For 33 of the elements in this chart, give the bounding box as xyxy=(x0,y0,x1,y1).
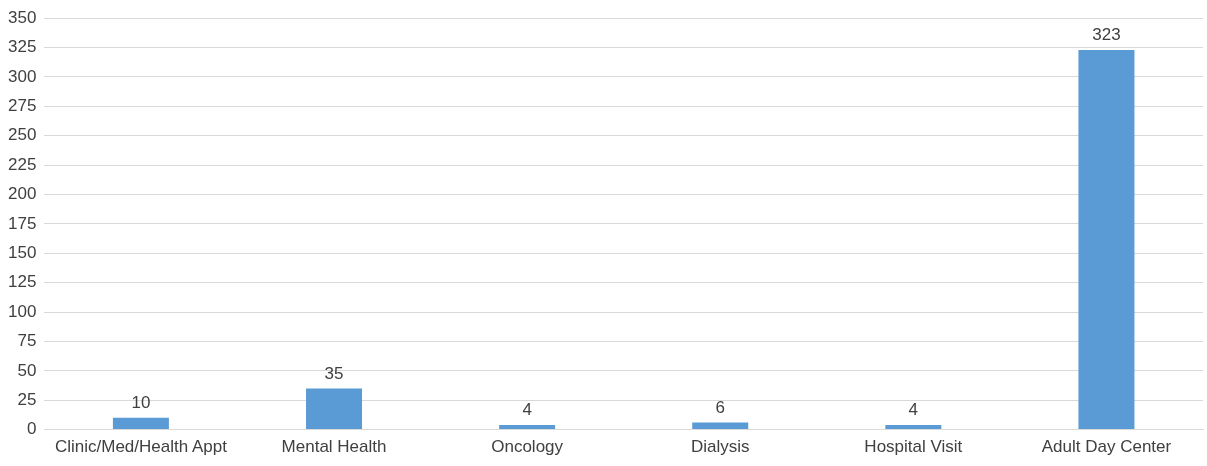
bar xyxy=(306,388,363,430)
bar xyxy=(692,422,749,430)
y-tick-label: 275 xyxy=(7,96,37,116)
x-tick-label: Oncology xyxy=(491,437,564,457)
data-label: 323 xyxy=(1092,25,1121,45)
data-label: 10 xyxy=(131,393,151,413)
bar xyxy=(885,424,942,430)
x-tick-label: Dialysis xyxy=(690,437,750,457)
y-tick-label: 50 xyxy=(17,360,37,380)
x-tick-label: Clinic/Med/Health Appt xyxy=(54,437,228,457)
y-tick-label: 350 xyxy=(7,7,37,27)
y-tick-label: 175 xyxy=(7,213,37,233)
bar xyxy=(112,417,169,430)
data-label: 6 xyxy=(715,397,725,417)
bar xyxy=(1078,49,1135,430)
y-tick-label: 225 xyxy=(7,154,37,174)
x-tick-label: Mental Health xyxy=(281,437,387,457)
x-tick-label: Adult Day Center xyxy=(1041,437,1172,457)
y-tick-label: 125 xyxy=(7,272,37,292)
y-tick-label: 100 xyxy=(7,301,37,321)
y-tick-label: 250 xyxy=(7,125,37,145)
y-tick-label: 150 xyxy=(7,242,37,262)
y-tick-label: 300 xyxy=(7,66,37,86)
y-tick-label: 325 xyxy=(7,37,37,57)
bar xyxy=(499,424,556,430)
y-tick-label: 25 xyxy=(17,389,37,409)
data-label: 4 xyxy=(908,400,919,420)
y-tick-label: 0 xyxy=(26,419,37,439)
x-tick-label: Hospital Visit xyxy=(864,437,963,457)
y-tick-label: 200 xyxy=(7,184,37,204)
data-label: 4 xyxy=(522,400,532,420)
y-tick-label: 75 xyxy=(17,331,37,351)
data-label: 35 xyxy=(324,363,344,383)
